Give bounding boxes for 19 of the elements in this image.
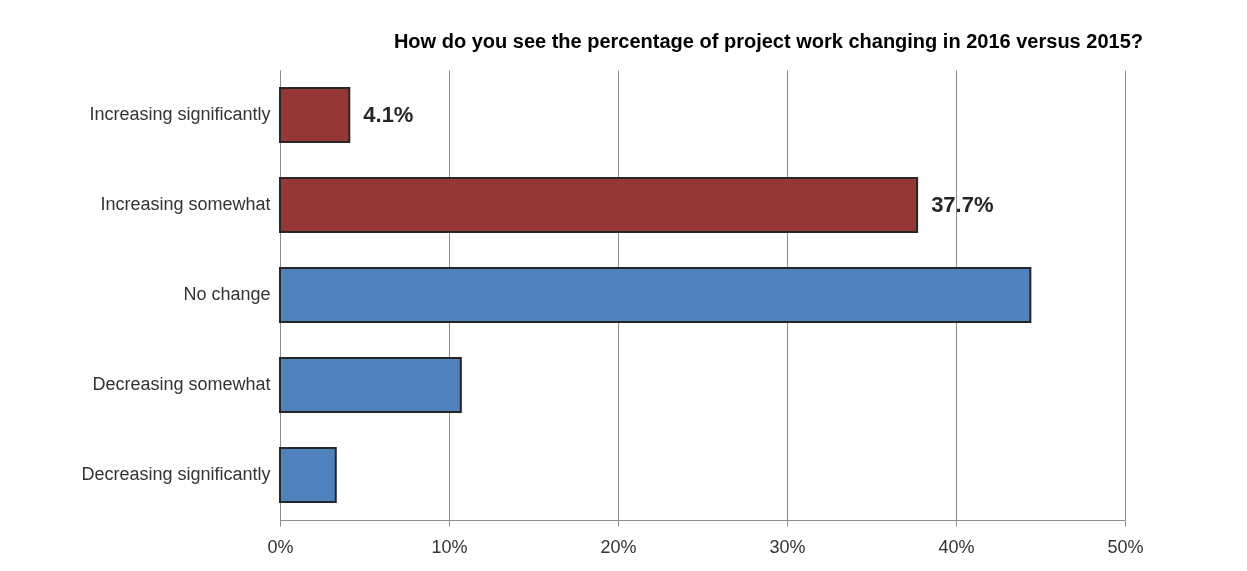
y-tick-label: Increasing significantly xyxy=(89,104,271,124)
y-tick-label: Increasing somewhat xyxy=(100,194,271,214)
chart-title: How do you see the percentage of project work changing in 2016 versus 2015? xyxy=(393,30,1144,52)
bar xyxy=(279,357,462,413)
x-tick-label: 10% xyxy=(431,536,468,557)
bar xyxy=(279,267,1032,323)
x-tick-label: 40% xyxy=(938,536,975,557)
x-tick-label: 0% xyxy=(267,536,294,557)
bar xyxy=(279,87,351,143)
data-label: 4.1% xyxy=(363,102,414,127)
x-tick-label: 50% xyxy=(1107,536,1144,557)
bar xyxy=(279,177,919,233)
x-tick-label: 30% xyxy=(769,536,806,557)
y-tick-label: Decreasing significantly xyxy=(81,464,271,484)
data-label: 37.7% xyxy=(931,192,994,217)
y-tick-label: Decreasing somewhat xyxy=(92,374,271,394)
bar xyxy=(279,447,337,503)
y-tick-label: No change xyxy=(183,284,271,304)
x-tick-label: 20% xyxy=(600,536,637,557)
